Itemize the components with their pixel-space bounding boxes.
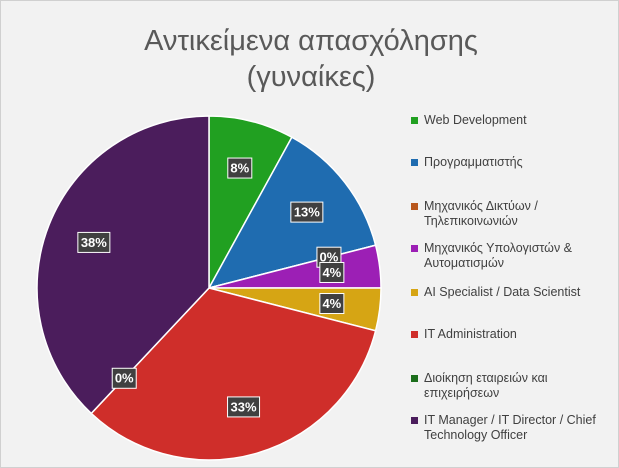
legend-swatch [411, 417, 418, 424]
data-label: 4% [322, 265, 341, 280]
legend-label: Μηχανικός Υπολογιστών & Αυτοματισμών [424, 241, 572, 270]
legend-swatch [411, 289, 418, 296]
data-label-box [319, 261, 345, 283]
legend-item: IT Manager / IT Director / Chief Technol… [411, 413, 616, 443]
legend-item: Web Development [411, 113, 616, 128]
legend-label: Διοίκηση εταιρειών και επιχειρήσεων [424, 371, 548, 400]
legend-label: Μηχανικός Δικτύων / Τηλεπικοινωνιών [424, 199, 538, 228]
data-label: 8% [230, 160, 249, 175]
legend-label: Προγραμματιστής [424, 155, 523, 169]
legend-swatch [411, 375, 418, 382]
legend-label: IT Administration [424, 327, 517, 341]
data-label-box [227, 157, 253, 179]
data-label-box [111, 367, 137, 389]
legend-swatch [411, 203, 418, 210]
data-label: 38% [81, 235, 107, 250]
data-label: 0% [320, 250, 339, 265]
data-label-box [227, 396, 261, 418]
legend-item: Διοίκηση εταιρειών και επιχειρήσεων [411, 371, 616, 401]
legend-item: Μηχανικός Δικτύων / Τηλεπικοινωνιών [411, 199, 616, 229]
legend-item: Μηχανικός Υπολογιστών & Αυτοματισμών [411, 241, 616, 271]
pie-slice [90, 287, 377, 461]
data-label-box [290, 201, 324, 223]
legend-swatch [411, 331, 418, 338]
legend-item: Προγραμματιστής [411, 155, 616, 170]
data-label-box [319, 293, 345, 315]
data-label: 33% [231, 399, 257, 414]
legend-label: IT Manager / IT Director / Chief Technol… [424, 413, 596, 442]
pie-slice [36, 115, 210, 415]
legend-label: Web Development [424, 113, 527, 127]
data-label: 13% [294, 205, 320, 220]
legend-item: AI Specialist / Data Scientist [411, 285, 616, 300]
legend-swatch [411, 245, 418, 252]
data-label: 0% [115, 371, 134, 386]
data-label: 4% [322, 296, 341, 311]
legend-swatch [411, 117, 418, 124]
legend-item: IT Administration [411, 327, 616, 342]
legend-label: AI Specialist / Data Scientist [424, 285, 581, 299]
legend-swatch [411, 159, 418, 166]
chart-title: Αντικείμενα απασχόλησης (γυναίκες) [144, 25, 478, 93]
data-label-box [77, 231, 111, 253]
